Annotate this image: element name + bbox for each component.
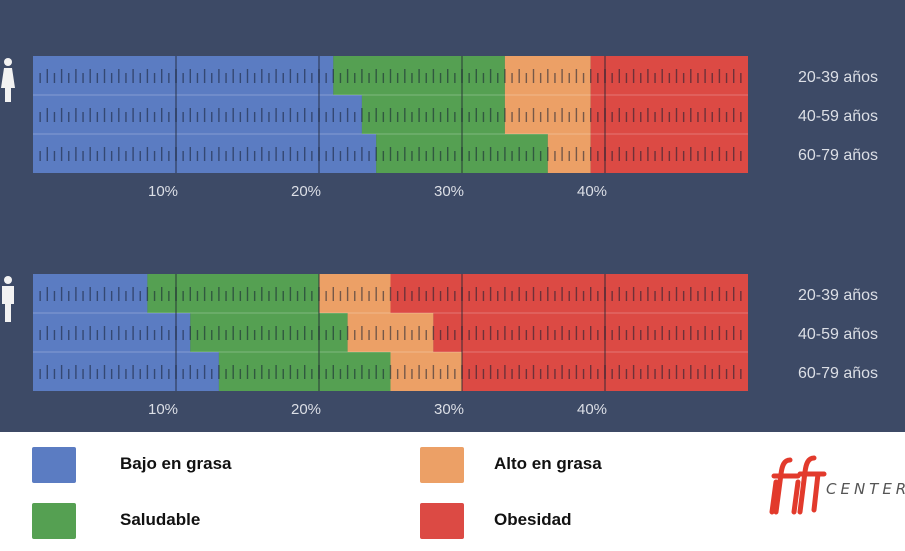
logo-text: CENTER [826,480,905,498]
category-label-chart0-row2: 60-79 años [798,147,878,164]
legend-label-bajo: Bajo en grasa [120,454,232,473]
category-label-chart0-row0: 20-39 años [798,69,878,86]
ifit-center-logo: CENTER [768,452,905,522]
category-label-chart1-row0: 20-39 años [798,287,878,304]
female-icon [1,58,15,102]
legend-label-obesidad: Obesidad [494,510,572,529]
legend-item-obesidad: Obesidad [420,503,720,543]
legend-item-saludable: Saludable [32,503,332,543]
legend-swatch-bajo [32,447,76,483]
legend-swatch-alto [420,447,464,483]
legend-label-saludable: Saludable [120,510,201,529]
category-label-chart1-row2: 60-79 años [798,365,878,382]
x-tick-label-chart1: 40% [577,401,607,418]
legend-item-alto: Alto en grasa [420,447,720,487]
x-tick-label-chart1: 10% [148,401,178,418]
stacked-bar-charts: 20-39 años 40-59 años 60-79 años 10% 20% 30% 4… [1,56,878,418]
x-tick-label-chart1: 20% [291,401,321,418]
x-tick-label-chart0: 20% [291,183,321,200]
x-tick-label-chart0: 40% [577,183,607,200]
legend-swatch-obesidad [420,503,464,539]
category-label-chart1-row1: 40-59 años [798,326,878,343]
x-tick-label-chart1: 30% [434,401,464,418]
x-tick-label-chart0: 30% [434,183,464,200]
x-tick-label-chart0: 10% [148,183,178,200]
male-icon [2,276,14,322]
legend-item-bajo: Bajo en grasa [32,447,332,487]
category-label-chart0-row1: 40-59 años [798,108,878,125]
legend-swatch-saludable [32,503,76,539]
ifit-logo-icon [769,455,827,515]
legend-label-alto: Alto en grasa [494,454,602,473]
